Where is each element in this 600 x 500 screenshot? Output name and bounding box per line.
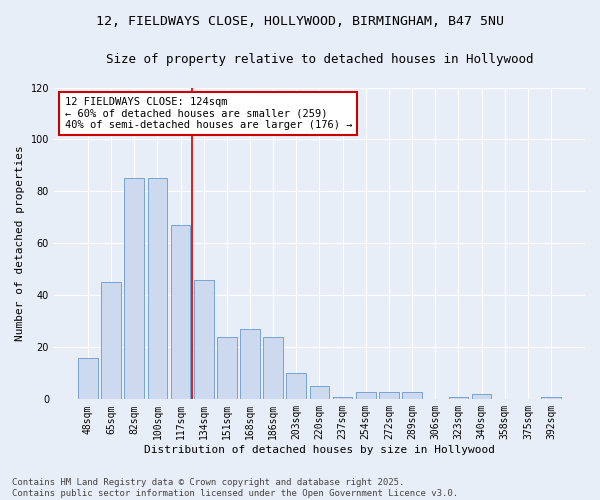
Bar bbox=[402, 392, 422, 400]
Text: Contains HM Land Registry data © Crown copyright and database right 2025.
Contai: Contains HM Land Registry data © Crown c… bbox=[12, 478, 458, 498]
Bar bbox=[263, 337, 283, 400]
Bar bbox=[124, 178, 144, 400]
Bar bbox=[472, 394, 491, 400]
Text: 12 FIELDWAYS CLOSE: 124sqm
← 60% of detached houses are smaller (259)
40% of sem: 12 FIELDWAYS CLOSE: 124sqm ← 60% of deta… bbox=[65, 97, 352, 130]
Bar bbox=[449, 396, 468, 400]
Bar bbox=[240, 329, 260, 400]
Title: Size of property relative to detached houses in Hollywood: Size of property relative to detached ho… bbox=[106, 52, 533, 66]
Bar bbox=[194, 280, 214, 400]
Bar bbox=[78, 358, 98, 400]
Bar bbox=[101, 282, 121, 400]
Y-axis label: Number of detached properties: Number of detached properties bbox=[15, 146, 25, 342]
Bar bbox=[286, 374, 306, 400]
Bar bbox=[217, 337, 236, 400]
Bar bbox=[379, 392, 399, 400]
Text: 12, FIELDWAYS CLOSE, HOLLYWOOD, BIRMINGHAM, B47 5NU: 12, FIELDWAYS CLOSE, HOLLYWOOD, BIRMINGH… bbox=[96, 15, 504, 28]
Bar bbox=[356, 392, 376, 400]
Bar bbox=[310, 386, 329, 400]
Bar bbox=[148, 178, 167, 400]
Bar bbox=[333, 396, 352, 400]
Bar bbox=[541, 396, 561, 400]
X-axis label: Distribution of detached houses by size in Hollywood: Distribution of detached houses by size … bbox=[144, 445, 495, 455]
Bar bbox=[170, 225, 190, 400]
